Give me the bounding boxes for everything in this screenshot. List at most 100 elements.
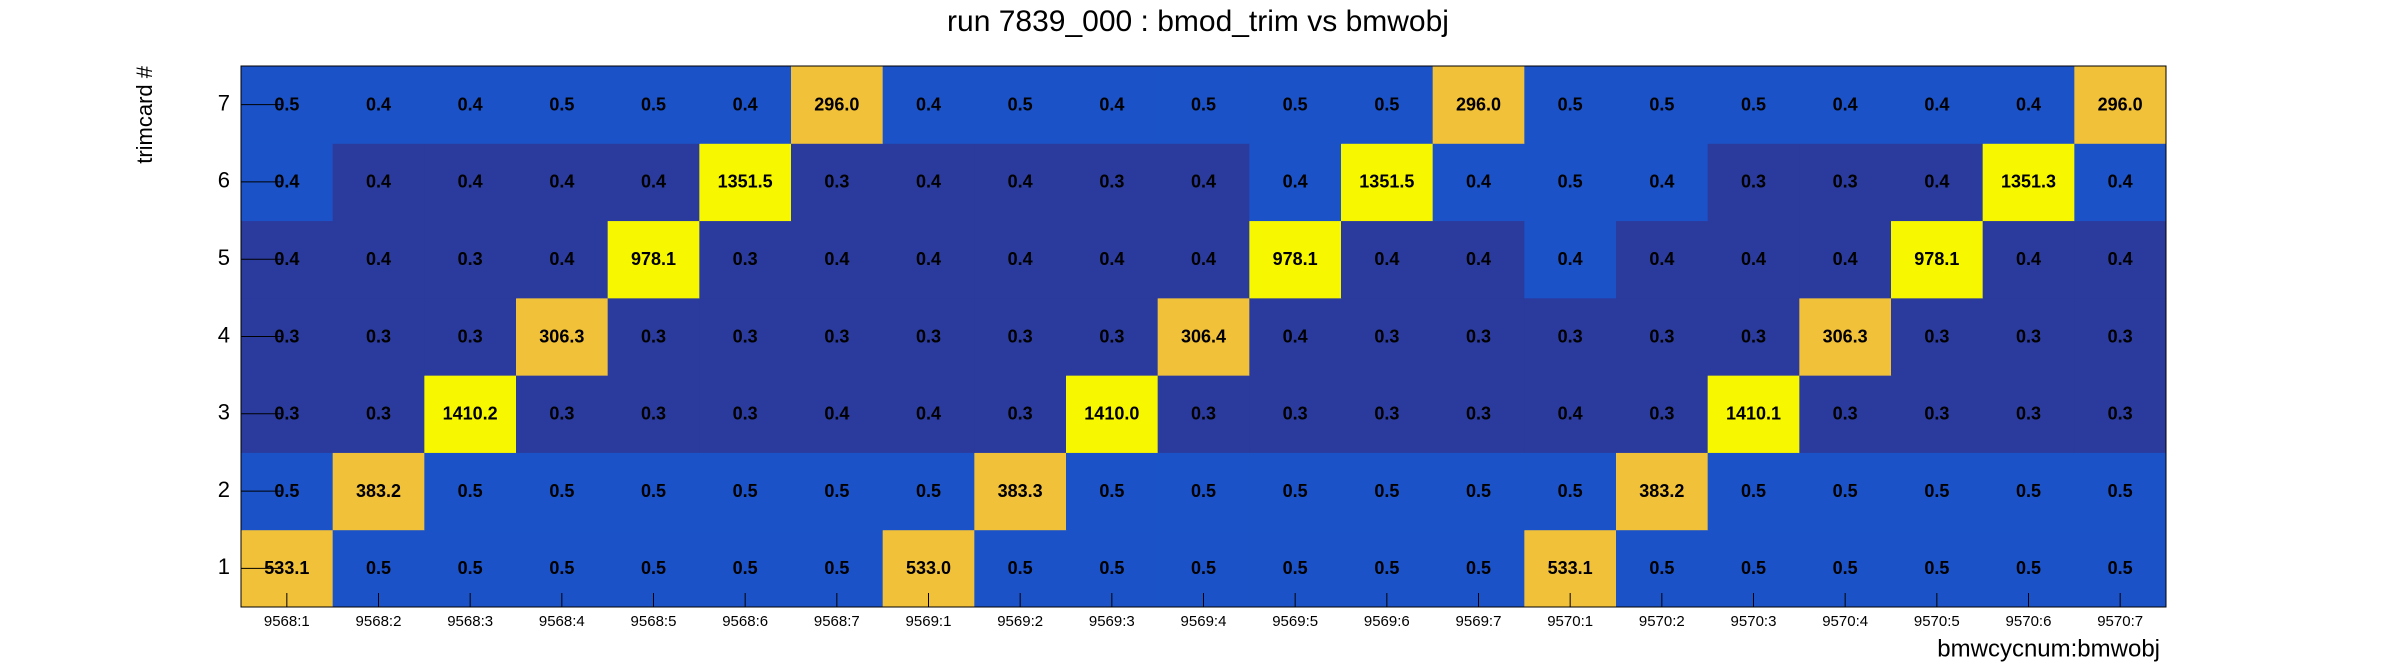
cell-label: 306.3 [1823, 326, 1868, 346]
heatmap-cell [882, 297, 975, 376]
heatmap-cell [1524, 220, 1617, 299]
cell-label: 978.1 [631, 249, 676, 269]
heatmap-cell [2074, 452, 2167, 531]
heatmap-cell [1157, 375, 1250, 453]
heatmap-cell [332, 375, 425, 453]
heatmap-cell [424, 220, 517, 299]
heatmap-cell [332, 220, 425, 299]
heatmap-cell [1524, 375, 1617, 453]
cell-label: 0.5 [641, 481, 666, 501]
cell-label: 0.5 [1099, 481, 1124, 501]
y-tick-label: 2 [218, 477, 230, 502]
heatmap-cell [1066, 143, 1159, 222]
heatmap-cell [1891, 220, 1984, 299]
cell-label: 0.5 [1099, 558, 1124, 578]
heatmap-cell [699, 297, 792, 376]
cell-label: 978.1 [1273, 249, 1318, 269]
y-tick-label: 1 [218, 554, 230, 579]
cell-label: 0.5 [366, 558, 391, 578]
cell-label: 383.2 [356, 481, 401, 501]
cell-label: 533.0 [906, 558, 951, 578]
cell-label: 0.4 [274, 249, 299, 269]
heatmap-cell [1432, 297, 1525, 376]
cell-label: 306.3 [539, 326, 584, 346]
cell-label: 0.4 [1558, 249, 1583, 269]
heatmap-cell [1982, 297, 2075, 376]
cell-label: 0.5 [1008, 558, 1033, 578]
cell-label: 0.5 [641, 94, 666, 114]
x-tick-label: 9568:6 [722, 613, 768, 630]
cell-label: 0.3 [1008, 326, 1033, 346]
heatmap-cell [1707, 220, 1800, 299]
heatmap-cell [699, 143, 792, 222]
cell-label: 0.4 [1008, 249, 1033, 269]
cell-label: 0.5 [1649, 94, 1674, 114]
heatmap-cell [332, 66, 425, 144]
heatmap-cell [791, 143, 884, 222]
cell-label: 0.3 [549, 404, 574, 424]
cell-label: 296.0 [1456, 94, 1501, 114]
heatmap-cell [1066, 375, 1159, 453]
cell-label: 0.4 [641, 172, 666, 192]
y-tick-label: 3 [218, 400, 230, 425]
cell-label: 0.4 [549, 172, 574, 192]
heatmap-cell [791, 66, 884, 144]
heatmap-cell [1616, 375, 1709, 453]
heatmap-cell [1341, 220, 1434, 299]
heatmap-cell [1524, 452, 1617, 531]
cell-label: 0.3 [733, 404, 758, 424]
heatmap-cell [424, 452, 517, 531]
heatmap-cell [882, 220, 975, 299]
heatmap-cell [332, 452, 425, 531]
heatmap-cell [1891, 297, 1984, 376]
cell-label: 0.3 [366, 326, 391, 346]
x-axis-label: bmwcycnum:bmwobj [1937, 635, 2160, 662]
cell-label: 0.5 [2016, 481, 2041, 501]
heatmap-cell [516, 66, 609, 144]
cell-label: 0.3 [2016, 326, 2041, 346]
heatmap-cell [1432, 452, 1525, 531]
heatmap-cell [1891, 66, 1984, 144]
heatmap-cell [1341, 143, 1434, 222]
heatmap-cell [1982, 66, 2075, 144]
heatmap-cell [974, 66, 1067, 144]
cell-label: 0.4 [1283, 172, 1308, 192]
cell-label: 0.3 [2016, 404, 2041, 424]
cell-label: 0.4 [1649, 172, 1674, 192]
cell-label: 0.5 [1283, 558, 1308, 578]
cell-label: 0.3 [458, 249, 483, 269]
cell-label: 0.4 [1466, 249, 1491, 269]
cell-label: 0.5 [1833, 481, 1858, 501]
cell-label: 306.4 [1181, 326, 1226, 346]
y-tick-label: 5 [218, 245, 230, 270]
cell-label: 0.5 [1741, 558, 1766, 578]
cell-label: 0.5 [733, 558, 758, 578]
cell-label: 0.5 [1924, 481, 1949, 501]
heatmap-cell [332, 143, 425, 222]
cell-label: 0.5 [1924, 558, 1949, 578]
cell-label: 0.3 [1741, 172, 1766, 192]
heatmap-cell [1799, 66, 1892, 144]
cell-label: 0.3 [274, 326, 299, 346]
cell-label: 0.3 [1833, 172, 1858, 192]
cell-label: 0.5 [916, 481, 941, 501]
heatmap-cell [424, 143, 517, 222]
cell-label: 1351.5 [1359, 172, 1414, 192]
heatmap-cell [1891, 375, 1984, 453]
heatmap-cell [974, 297, 1067, 376]
cell-label: 0.4 [1924, 94, 1949, 114]
heatmap-cell [1249, 297, 1342, 376]
heatmap-cell [699, 66, 792, 144]
cell-label: 0.3 [1558, 326, 1583, 346]
cell-label: 0.4 [2108, 172, 2133, 192]
cell-label: 0.3 [1374, 404, 1399, 424]
cell-label: 0.4 [1833, 94, 1858, 114]
cell-label: 0.5 [1741, 94, 1766, 114]
x-tick-label: 9569:3 [1089, 613, 1135, 630]
heatmap-cell [1707, 375, 1800, 453]
heatmap-cell [1249, 220, 1342, 299]
cell-label: 0.3 [366, 404, 391, 424]
heatmap-cell [974, 143, 1067, 222]
x-tick-label: 9569:7 [1456, 613, 1502, 630]
